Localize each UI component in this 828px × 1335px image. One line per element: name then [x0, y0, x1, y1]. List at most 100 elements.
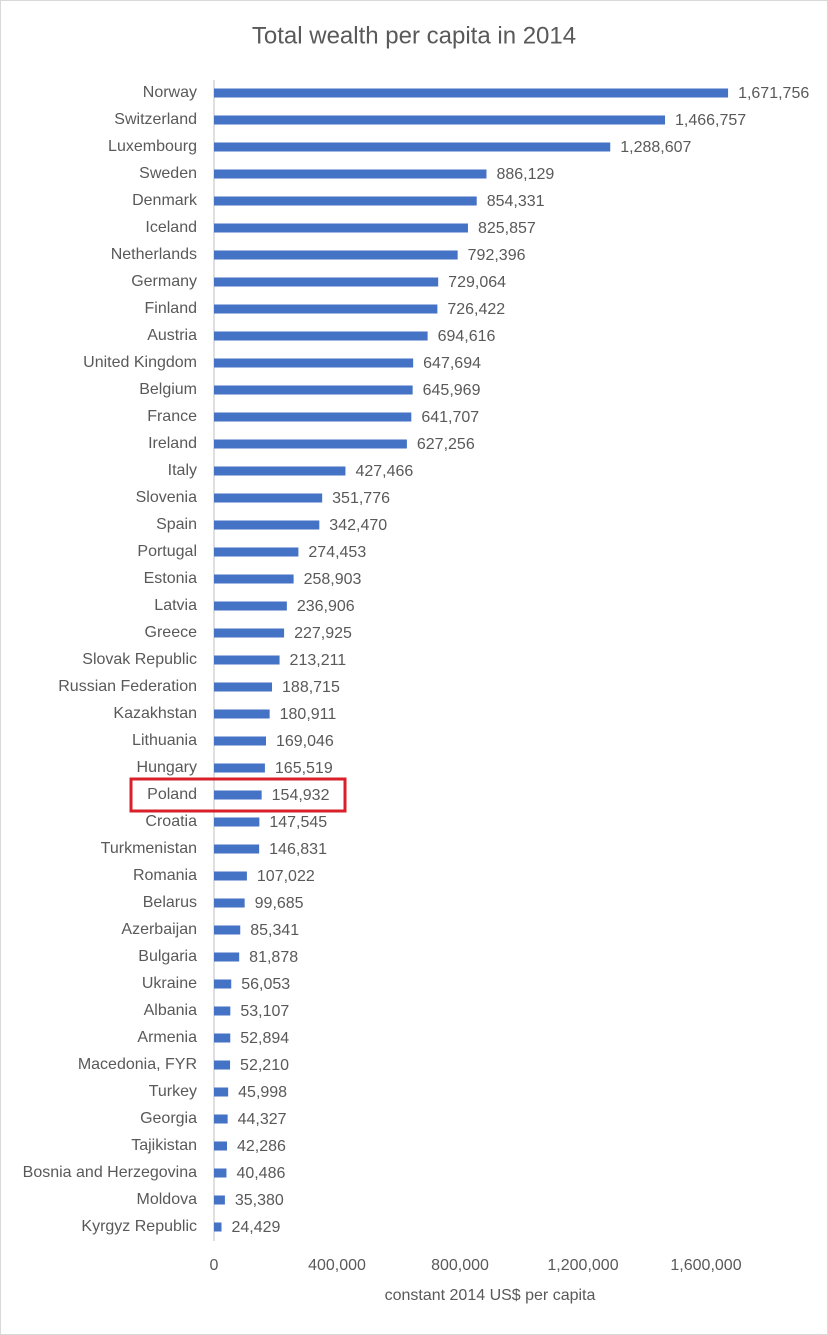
bar [214, 466, 346, 476]
y-tick-label: Azerbaijan [121, 921, 197, 938]
bar [214, 1114, 228, 1124]
y-tick-label: Finland [145, 300, 197, 317]
y-tick-label: Slovak Republic [82, 651, 197, 668]
value-label: 627,256 [417, 436, 475, 453]
value-label: 169,046 [276, 733, 334, 750]
bar [214, 1033, 231, 1043]
bar [214, 1060, 231, 1070]
y-tick-label: Greece [145, 624, 198, 641]
y-tick-label: Ireland [148, 435, 197, 452]
y-tick-label: Lithuania [132, 732, 197, 749]
y-tick-label: Belgium [139, 381, 197, 398]
value-label: 641,707 [421, 409, 479, 426]
value-label: 236,906 [297, 598, 355, 615]
y-tick-label: Luxembourg [108, 138, 197, 155]
bar [214, 1195, 225, 1205]
y-tick-label: Bosnia and Herzegovina [23, 1164, 197, 1181]
value-label: 52,210 [240, 1057, 289, 1074]
x-tick-label: 1,600,000 [670, 1257, 741, 1274]
y-tick-label: Kazakhstan [113, 705, 197, 722]
bar [214, 736, 266, 746]
value-label: 645,969 [423, 382, 481, 399]
bar [214, 763, 265, 773]
y-tick-label: Denmark [132, 192, 198, 209]
bar [214, 1006, 231, 1016]
bar [214, 790, 262, 800]
bar [214, 196, 477, 206]
y-tick-label: Bulgaria [138, 948, 197, 965]
highlight-box [129, 777, 347, 813]
bar [214, 439, 407, 449]
value-label: 258,903 [304, 571, 362, 588]
y-tick-label: Kyrgyz Republic [81, 1218, 197, 1235]
bar [214, 493, 323, 503]
y-tick-label: Turkey [149, 1083, 197, 1100]
bar [214, 520, 320, 530]
y-tick-label: United Kingdom [83, 354, 197, 371]
y-tick-label: Sweden [139, 165, 197, 182]
y-tick-label: Albania [144, 1002, 197, 1019]
bar [214, 88, 729, 98]
y-tick-label: Germany [131, 273, 197, 290]
y-tick-label: France [147, 408, 197, 425]
bar [214, 574, 294, 584]
value-label: 726,422 [447, 301, 505, 318]
bar [214, 871, 247, 881]
value-label: 85,341 [250, 922, 299, 939]
value-label: 1,288,607 [620, 139, 691, 156]
y-tick-label: Hungary [137, 759, 197, 776]
value-label: 56,053 [241, 976, 290, 993]
y-tick-label: Estonia [144, 570, 197, 587]
value-label: 825,857 [478, 220, 536, 237]
y-tick-label: Tajikistan [131, 1137, 197, 1154]
value-label: 35,380 [235, 1192, 284, 1209]
value-label: 213,211 [290, 652, 347, 669]
y-tick-label: Ukraine [142, 975, 197, 992]
y-tick-label: Latvia [154, 597, 197, 614]
y-tick-label: Moldova [137, 1191, 198, 1208]
y-tick-label: Iceland [145, 219, 197, 236]
bar [214, 358, 414, 368]
value-label: 351,776 [332, 490, 390, 507]
x-tick-label: 800,000 [431, 1257, 489, 1274]
y-tick-label: Italy [168, 462, 197, 479]
bar [214, 277, 439, 287]
bar [214, 331, 428, 341]
bar [214, 1087, 229, 1097]
bar [214, 304, 438, 314]
y-tick-label: Switzerland [114, 111, 197, 128]
value-label: 1,466,757 [675, 112, 746, 129]
value-label: 274,453 [308, 544, 366, 561]
y-tick-label: Portugal [137, 543, 197, 560]
bar [214, 1222, 222, 1232]
value-label: 24,429 [232, 1219, 281, 1236]
bar [214, 682, 273, 692]
x-tick-label: 1,200,000 [547, 1257, 618, 1274]
value-label: 154,932 [272, 787, 330, 804]
value-label: 53,107 [240, 1003, 289, 1020]
y-tick-label: Armenia [137, 1029, 197, 1046]
value-label: 52,894 [240, 1030, 289, 1047]
bar [214, 925, 241, 935]
y-tick-label: Spain [156, 516, 197, 533]
bar [214, 601, 287, 611]
value-label: 342,470 [329, 517, 387, 534]
value-label: 792,396 [468, 247, 526, 264]
value-label: 40,486 [236, 1165, 285, 1182]
bar [214, 115, 666, 125]
bar [214, 655, 280, 665]
value-label: 227,925 [294, 625, 352, 642]
bar [214, 223, 468, 233]
bar [214, 412, 412, 422]
y-tick-label: Georgia [140, 1110, 197, 1127]
value-label: 81,878 [249, 949, 298, 966]
value-label: 146,831 [269, 841, 327, 858]
bar [214, 547, 299, 557]
value-label: 99,685 [255, 895, 304, 912]
y-tick-label: Belarus [143, 894, 197, 911]
value-label: 147,545 [269, 814, 327, 831]
value-label: 694,616 [438, 328, 496, 345]
y-tick-label: Netherlands [111, 246, 197, 263]
y-tick-label: Croatia [145, 813, 197, 830]
